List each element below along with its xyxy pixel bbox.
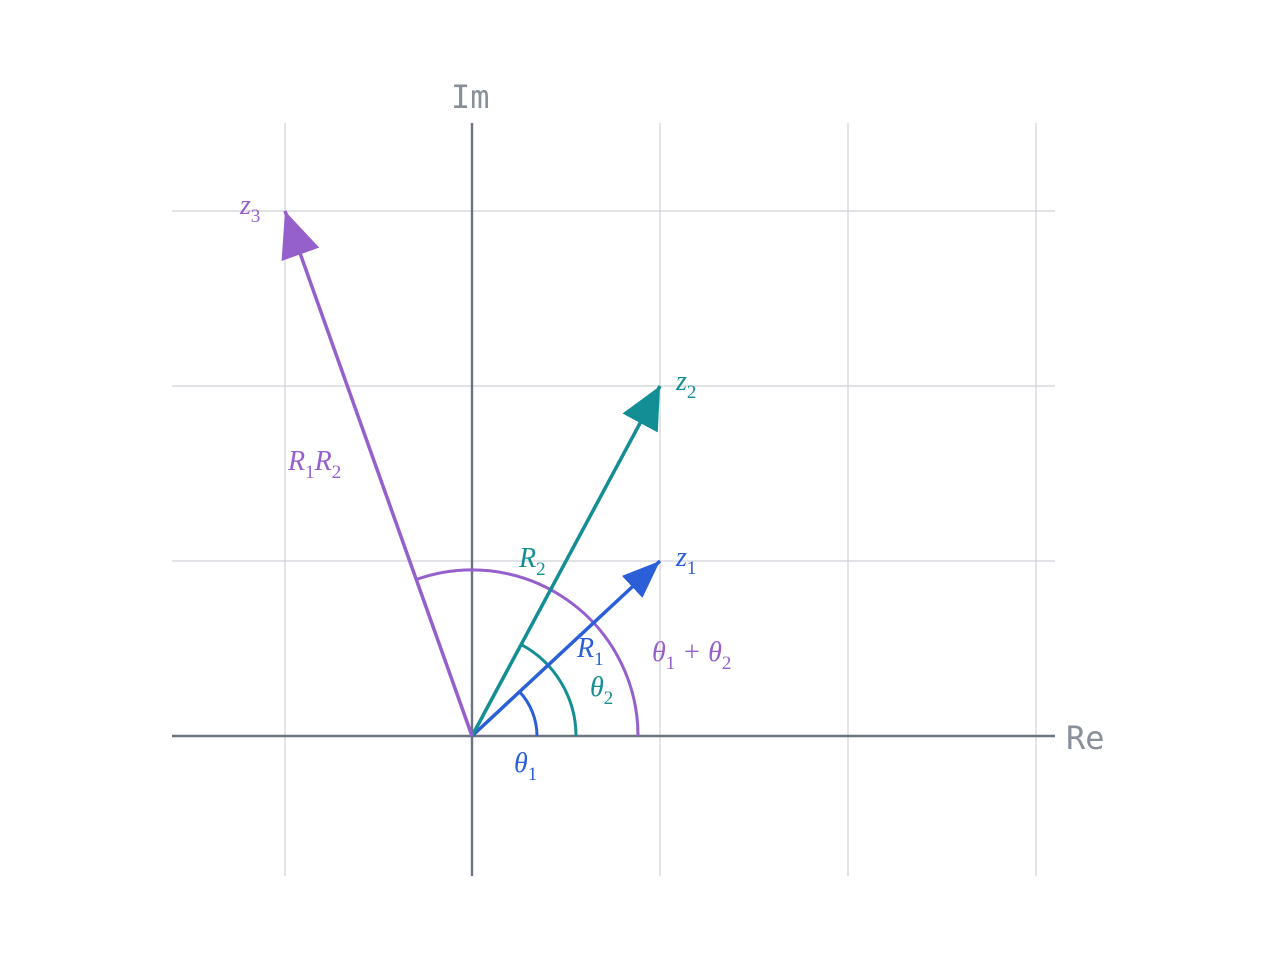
label-part: z xyxy=(239,190,251,221)
vector-label: z2 xyxy=(675,366,696,403)
label-part: 2 xyxy=(332,462,342,483)
length-label: R1 xyxy=(576,633,604,670)
angle-arcs xyxy=(415,568,640,737)
grid xyxy=(172,123,1055,876)
label-part: R xyxy=(518,543,536,574)
label-part: R xyxy=(287,446,305,477)
vector-label: z3 xyxy=(239,190,260,227)
label-part: 2 xyxy=(604,688,614,709)
label-part: θ xyxy=(514,748,528,779)
label-part: 2 xyxy=(536,559,546,580)
label-part: 2 xyxy=(687,382,697,403)
label-part: 1 xyxy=(687,558,697,579)
length-label: R2 xyxy=(518,543,546,580)
angle-label: θ2 xyxy=(590,672,613,709)
label-part: + θ xyxy=(675,637,722,668)
label-part: 2 xyxy=(722,653,732,674)
y-axis-label: Im xyxy=(451,78,490,116)
label-part: 1 xyxy=(666,653,676,674)
label-part: R xyxy=(576,633,594,664)
vectors xyxy=(281,210,662,738)
label-part: z xyxy=(675,366,687,397)
label-part: z xyxy=(675,542,687,573)
label-part: 3 xyxy=(251,206,261,227)
angle-label: θ1 + θ2 xyxy=(652,637,731,674)
label-part: 1 xyxy=(594,649,604,670)
label-part: 1 xyxy=(305,462,315,483)
length-label: R1R2 xyxy=(287,446,341,483)
label-part: θ xyxy=(590,672,604,703)
label-part: R xyxy=(314,446,332,477)
label-part: 1 xyxy=(528,764,538,785)
vector-label: z1 xyxy=(675,542,696,579)
label-part: θ xyxy=(652,637,666,668)
x-axis-label: Re xyxy=(1066,719,1105,757)
angle-label: θ1 xyxy=(514,748,537,785)
